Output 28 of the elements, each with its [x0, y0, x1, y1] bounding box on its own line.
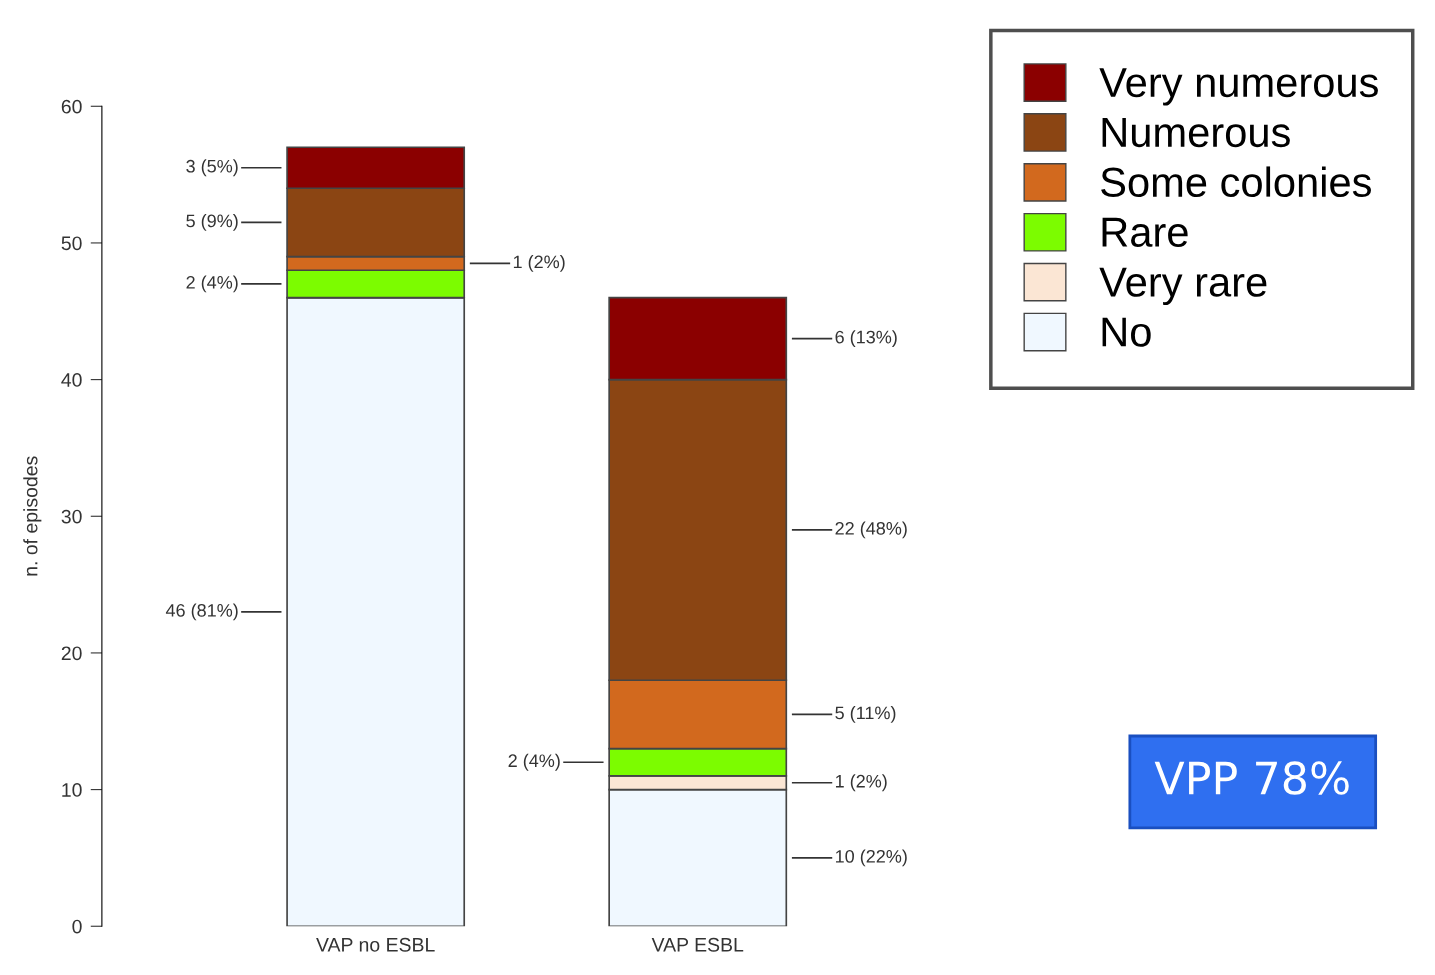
data-label: 10 (22%)	[835, 849, 907, 867]
legend-label: No	[1102, 317, 1151, 347]
data-label: 46 (81%)	[165, 603, 238, 621]
data-label: 1 (2%)	[513, 255, 565, 272]
data-label: 3 (5%)	[186, 159, 238, 177]
y-tick-label: 60	[61, 99, 82, 114]
legend-label: Very numerous	[1099, 68, 1378, 106]
y-axis-title: n. of episodes	[23, 456, 42, 576]
x-tick-label: VAP ESBL	[651, 937, 744, 952]
y-tick-label: 30	[61, 509, 82, 524]
data-label: 2 (4%)	[508, 753, 560, 771]
y-tick-label: 0	[72, 919, 82, 934]
data-label: 5 (11%)	[835, 706, 896, 723]
text: VPP 78%	[1154, 761, 1349, 795]
data-label: 5 (9%)	[186, 214, 238, 231]
y-tick-label: 40	[61, 373, 82, 387]
legend-label: Numerous	[1102, 118, 1290, 148]
y-tick-label: 50	[61, 236, 82, 251]
data-label: 2 (4%)	[186, 275, 238, 293]
data-label: 6 (13%)	[835, 330, 897, 348]
x-tick-label: VAP no ESBL	[316, 937, 435, 952]
y-tick-label: 10	[62, 783, 82, 797]
legend-label: Very rare	[1099, 267, 1267, 306]
data-label: 22 (48%)	[835, 521, 907, 539]
legend-label: Rare	[1102, 217, 1188, 247]
legend-label: Some colonies	[1101, 166, 1371, 198]
data-label: 1 (2%)	[835, 774, 887, 792]
y-tick-label: 20	[61, 646, 82, 661]
